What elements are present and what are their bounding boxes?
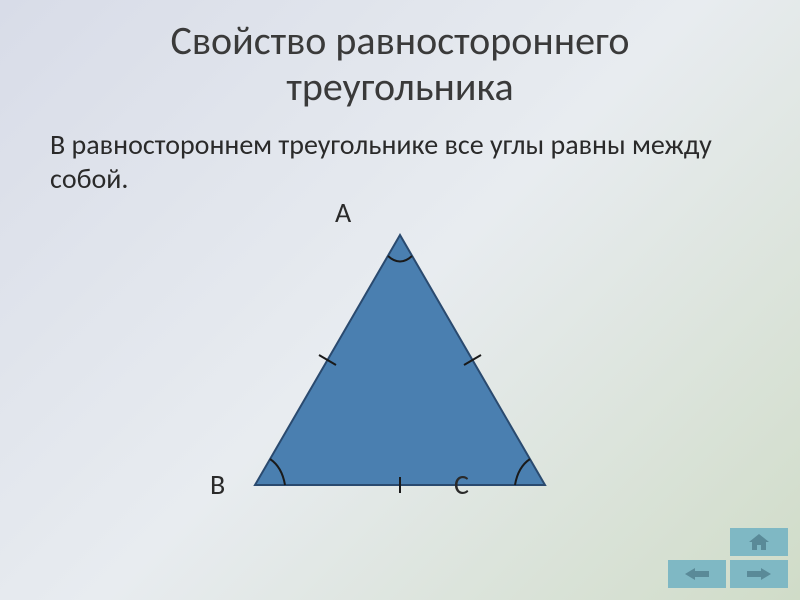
next-button[interactable]: [730, 560, 788, 588]
triangle-shape: [255, 235, 545, 485]
vertex-label-a: А: [335, 195, 351, 230]
home-icon: [745, 532, 773, 552]
title-line2: треугольника: [286, 62, 513, 111]
slide-title: Свойство равностороннего треугольника: [0, 0, 800, 110]
vertex-label-c: С: [454, 467, 469, 502]
triangle-diagram: А В С: [0, 195, 800, 535]
prev-button[interactable]: [668, 560, 726, 588]
triangle-svg: [0, 195, 800, 535]
vertex-label-b: В: [210, 467, 225, 502]
title-line1: Свойство равностороннего: [170, 16, 629, 65]
home-button[interactable]: [730, 528, 788, 556]
body-text: В равностороннем треугольнике все углы р…: [0, 110, 800, 195]
arrow-right-icon: [745, 566, 773, 582]
arrow-left-icon: [683, 566, 711, 582]
nav-buttons: [668, 528, 788, 588]
